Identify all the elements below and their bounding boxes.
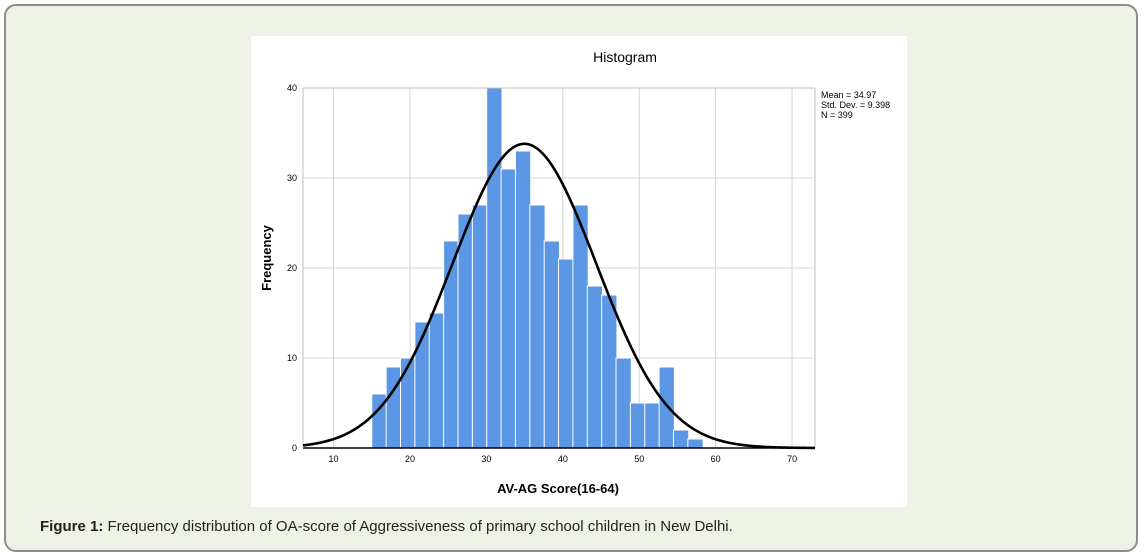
histogram-bar <box>672 429 690 449</box>
caption-label: Figure 1: <box>40 518 104 535</box>
axes <box>302 87 816 449</box>
figure-frame: Histogram Frequency AV-AG Score(16-64) 1… <box>4 4 1138 552</box>
y-tick-label: 40 <box>287 83 297 93</box>
histogram-chart: Histogram Frequency AV-AG Score(16-64) 1… <box>251 36 907 507</box>
histogram-bar <box>615 357 632 449</box>
x-tick-label: 30 <box>481 454 491 464</box>
x-tick-label: 60 <box>711 454 721 464</box>
histogram-bar <box>428 312 446 449</box>
histogram-bar <box>644 402 661 449</box>
histogram-bar <box>414 321 431 449</box>
histogram-bar <box>629 402 647 449</box>
x-axis-label: AV-AG Score(16-64) <box>497 481 619 496</box>
x-tick-label: 40 <box>558 454 568 464</box>
chart-title: Histogram <box>593 49 657 65</box>
histogram-bar <box>529 204 546 449</box>
tick-labels: 10 20 30 40 50 60 70 0 10 20 30 40 <box>287 83 797 464</box>
histogram-bar <box>658 366 675 449</box>
histogram-svg: Histogram Frequency AV-AG Score(16-64) 1… <box>259 49 890 496</box>
histogram-bar <box>514 150 532 449</box>
y-tick-label: 30 <box>287 173 297 183</box>
x-tick-label: 50 <box>634 454 644 464</box>
histogram-bar <box>558 258 575 449</box>
normal-curve <box>302 142 816 450</box>
x-tick-label: 70 <box>787 454 797 464</box>
figure-caption: Figure 1: Frequency distribution of OA-s… <box>40 518 733 535</box>
y-axis-label: Frequency <box>259 224 274 291</box>
x-tick-label: 10 <box>329 454 339 464</box>
histogram-bar <box>400 357 417 449</box>
histogram-bar <box>543 240 560 449</box>
histogram-bar <box>457 213 474 449</box>
stat-n: N = 399 <box>821 110 853 120</box>
histogram-bar <box>572 204 589 449</box>
histogram-bar <box>486 87 503 449</box>
x-tick-label: 20 <box>405 454 415 464</box>
y-tick-label: 0 <box>292 443 297 453</box>
histogram-bar <box>586 285 604 449</box>
histogram-bar <box>443 240 460 449</box>
stat-mean: Mean = 34.97 <box>821 90 876 100</box>
y-tick-label: 10 <box>287 353 297 363</box>
histogram-bar <box>471 204 489 449</box>
stat-std-dev: Std. Dev. = 9.398 <box>821 100 890 110</box>
histogram-bar <box>500 168 517 449</box>
histogram-bar <box>601 294 618 449</box>
y-tick-label: 20 <box>287 263 297 273</box>
caption-text: Frequency distribution of OA-score of Ag… <box>103 518 733 535</box>
histogram-bar <box>687 438 704 449</box>
